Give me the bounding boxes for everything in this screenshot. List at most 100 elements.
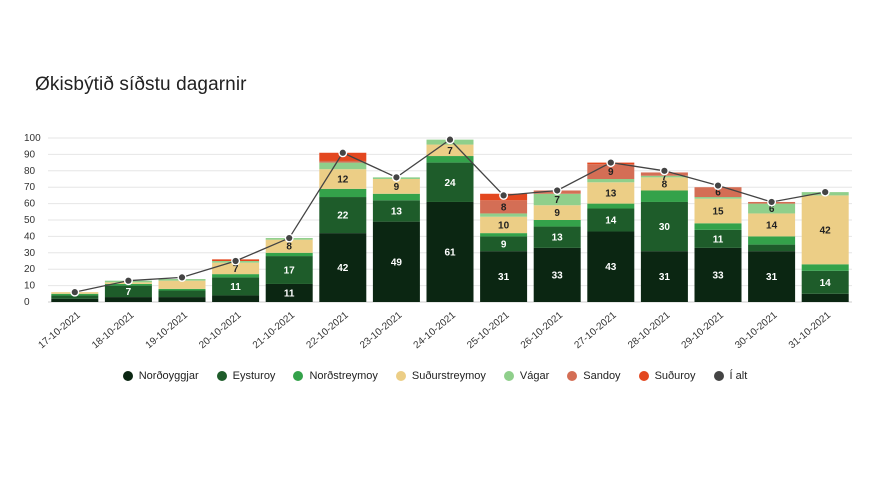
y-tick-label: 100 <box>24 133 41 144</box>
x-tick-label: 28-10-2021 <box>626 310 673 352</box>
bar-segment <box>158 297 206 302</box>
legend-item[interactable]: Eysturoy <box>216 370 276 382</box>
legend-item[interactable]: Norðstreymoy <box>293 370 378 382</box>
data-label: 49 <box>391 257 403 268</box>
data-label: 22 <box>337 211 349 222</box>
x-tick-label: 26-10-2021 <box>519 310 566 352</box>
data-label: 14 <box>820 278 832 289</box>
data-label: 33 <box>712 270 724 281</box>
legend-swatch <box>713 371 724 381</box>
bar-segment <box>158 288 206 291</box>
data-label: 9 <box>501 239 507 250</box>
x-tick-label: 30-10-2021 <box>733 310 780 352</box>
data-label: 11 <box>284 288 295 299</box>
y-tick-label: 20 <box>24 264 36 275</box>
legend-item[interactable]: Suðuroy <box>638 370 696 382</box>
legend-label: Norðstreymoy <box>309 370 378 382</box>
x-tick-label: 18-10-2021 <box>90 310 137 352</box>
y-tick-label: 10 <box>24 281 36 292</box>
x-tick-label: 23-10-2021 <box>358 310 405 352</box>
legend-label: Í alt <box>729 370 748 382</box>
legend-label: Sandoy <box>583 370 621 382</box>
chart-legend: Norðoyggjar Eysturoy Norðstreymoy Suðurstre… <box>0 370 870 382</box>
data-label: 10 <box>498 220 510 231</box>
bar-segment <box>480 213 528 217</box>
legend-item[interactable]: Norðoyggjar <box>122 370 199 382</box>
bar-segment <box>587 179 635 183</box>
data-label: 9 <box>554 208 560 219</box>
data-label: 13 <box>552 233 564 244</box>
bar-segment <box>212 274 260 278</box>
bar-segment <box>426 156 474 163</box>
legend-swatch <box>122 371 133 381</box>
bar-segment <box>319 160 367 163</box>
chart-title: Økisbýtið síðstu dagarnir <box>35 74 247 95</box>
bar-segment <box>748 251 796 302</box>
data-label: 11 <box>230 282 241 293</box>
x-tick-label: 20-10-2021 <box>197 310 244 352</box>
bar-segment <box>319 197 367 234</box>
total-point <box>391 172 401 182</box>
legend-label: Suðurstreymoy <box>411 370 486 382</box>
bar-segment <box>748 244 796 252</box>
total-point <box>123 276 133 286</box>
bar-segment <box>426 201 474 302</box>
bar-segment <box>51 295 99 299</box>
legend-swatch <box>638 371 649 381</box>
legend-label: Eysturoy <box>232 370 276 382</box>
bar-segment <box>587 203 635 209</box>
data-label: 9 <box>608 167 614 178</box>
x-tick-label: 21-10-2021 <box>251 310 298 352</box>
legend-item[interactable]: Vágar <box>503 370 549 382</box>
data-label: 9 <box>394 182 400 193</box>
total-point <box>552 185 562 195</box>
legend-item[interactable]: Í alt <box>713 370 748 382</box>
bar-segment <box>748 213 796 237</box>
data-label: 14 <box>766 220 778 231</box>
y-tick-label: 80 <box>24 166 36 177</box>
total-point <box>177 272 187 282</box>
bar-segment <box>694 187 742 198</box>
y-tick-label: 40 <box>24 231 36 242</box>
legend-item[interactable]: Sandoy <box>567 370 621 382</box>
x-tick-label: 31-10-2021 <box>787 310 834 352</box>
legend-item[interactable]: Suðurstreymoy <box>395 370 486 382</box>
bar-segment <box>265 252 313 257</box>
legend-swatch <box>216 371 227 381</box>
bar-segment <box>640 177 688 191</box>
x-tick-label: 27-10-2021 <box>572 310 619 352</box>
data-label: 31 <box>766 272 778 283</box>
y-tick-label: 70 <box>24 182 36 193</box>
legend-swatch <box>503 371 514 381</box>
bar-segment <box>587 164 635 179</box>
x-tick-label: 22-10-2021 <box>304 310 351 352</box>
bar-segment <box>319 169 367 189</box>
data-label: 24 <box>444 178 456 189</box>
bar-segment <box>640 251 688 302</box>
bar-segment <box>587 182 635 204</box>
bar-segment <box>212 295 260 302</box>
total-point <box>499 190 509 200</box>
data-label: 42 <box>820 225 832 236</box>
bar-segment <box>748 203 796 214</box>
data-label: 12 <box>337 175 349 186</box>
bar-segment <box>640 175 688 178</box>
bar-segment <box>319 188 367 198</box>
bar-segment <box>533 205 581 220</box>
y-tick-label: 50 <box>24 215 36 226</box>
data-label: 7 <box>126 287 132 298</box>
bar-segment <box>265 283 313 302</box>
data-label: 8 <box>662 179 668 190</box>
chart-area: 0 10 20 30 40 50 60 70 80 90 100 17-10-2021 7 18-10-2… <box>24 133 852 352</box>
bar-segment <box>372 221 420 302</box>
bar-segment <box>533 226 581 248</box>
total-point <box>606 158 616 168</box>
bar-segment <box>801 293 849 302</box>
legend-label: Norðoyggjar <box>138 370 199 382</box>
bar-segment <box>104 297 152 302</box>
x-tick-label: 29-10-2021 <box>680 310 727 352</box>
bar-segment <box>694 198 742 224</box>
data-label: 31 <box>498 272 510 283</box>
bar-segment <box>694 247 742 302</box>
bar-segment <box>694 223 742 230</box>
